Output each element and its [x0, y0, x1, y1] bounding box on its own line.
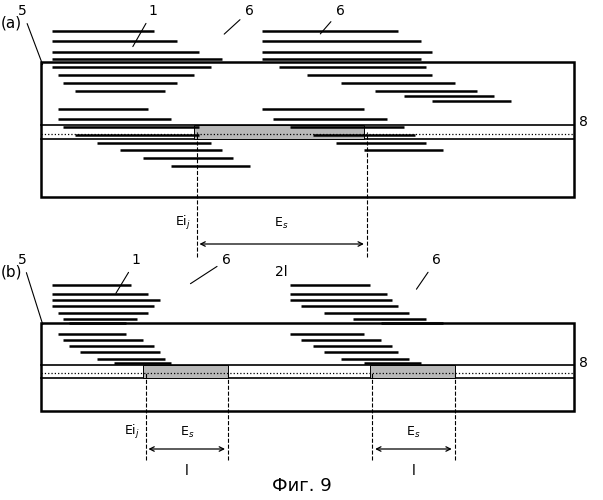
Text: 1: 1	[116, 253, 140, 294]
Text: 6: 6	[224, 4, 254, 34]
Text: E$_s$: E$_s$	[180, 424, 194, 440]
Text: E$_s$: E$_s$	[274, 216, 289, 231]
Text: 1: 1	[133, 4, 157, 46]
Text: 5: 5	[18, 253, 43, 324]
Text: l: l	[185, 464, 189, 477]
Text: 8: 8	[579, 356, 588, 370]
Bar	[370, 364, 455, 378]
Bar	[143, 364, 228, 378]
Text: Ei$_j$: Ei$_j$	[175, 214, 191, 232]
Text: 2l: 2l	[276, 265, 288, 279]
Text: l: l	[411, 464, 415, 477]
Text: Ei$_j$: Ei$_j$	[124, 423, 140, 441]
Text: 6: 6	[191, 253, 231, 284]
Text: (a): (a)	[1, 15, 22, 30]
Text: 8: 8	[579, 115, 588, 129]
Text: 5: 5	[18, 4, 43, 64]
Bar	[41, 62, 573, 197]
Text: Фиг. 9: Фиг. 9	[271, 477, 332, 495]
Text: 6: 6	[320, 4, 344, 34]
Text: 6: 6	[417, 253, 441, 289]
Bar	[194, 125, 364, 140]
Text: (b): (b)	[1, 264, 22, 279]
Bar	[41, 323, 573, 411]
Text: E$_s$: E$_s$	[406, 424, 421, 440]
